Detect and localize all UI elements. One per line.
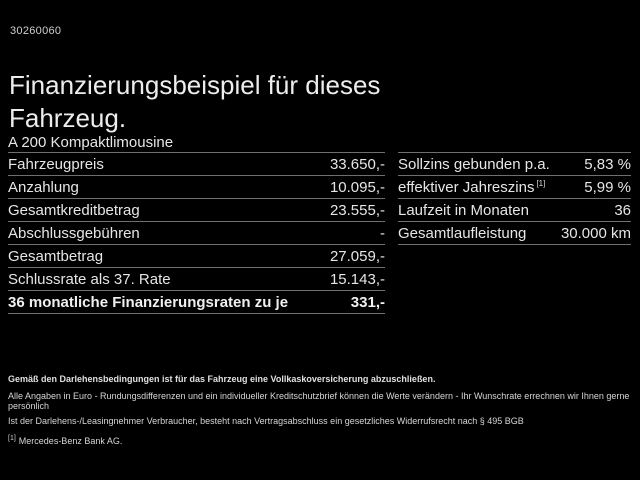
- row-value: 33.650,-: [329, 155, 385, 173]
- row-value: 23.555,-: [329, 201, 385, 219]
- table-row: Sollzins gebunden p.a. 5,83 %: [398, 153, 631, 176]
- footnote-marker: [1]: [536, 178, 546, 188]
- monthly-rate-total-row: 36 monatliche Finanzierungsraten zu je 3…: [8, 291, 385, 314]
- row-label: Gesamtkreditbetrag: [8, 201, 140, 219]
- row-value: 5,83 %: [584, 155, 631, 173]
- total-row-value: 331,-: [350, 293, 385, 311]
- footer-disclaimer: Alle Angaben in Euro - Rundungsdifferenz…: [8, 391, 630, 411]
- page-title: Finanzierungsbeispiel für dieses Fahrzeu…: [9, 70, 381, 134]
- row-label: Sollzins gebunden p.a.: [398, 155, 550, 173]
- row-label: effektiver Jahreszins [1]: [398, 179, 545, 196]
- total-row-label: 36 monatliche Finanzierungsraten zu je: [8, 293, 289, 311]
- legal-footer: Gemäß den Darlehensbedingungen ist für d…: [8, 374, 634, 446]
- row-value: 36: [614, 201, 631, 219]
- row-label: Schlussrate als 37. Rate: [8, 270, 171, 288]
- vehicle-model: A 200 Kompaktlimousine: [8, 134, 174, 151]
- footnote-marker: [1]: [8, 435, 16, 442]
- table-row: Gesamtbetrag 27.059,-: [8, 245, 385, 268]
- row-label-text: effektiver Jahreszins: [398, 178, 535, 196]
- row-label: Anzahlung: [8, 178, 79, 196]
- row-label: Fahrzeugpreis: [8, 155, 104, 173]
- table-row: Abschlussgebühren -: [8, 222, 385, 245]
- footnote-text: Mercedes-Benz Bank AG.: [18, 436, 123, 446]
- footer-insurance-note: Gemäß den Darlehensbedingungen ist für d…: [8, 374, 436, 384]
- table-row: Anzahlung 10.095,-: [8, 176, 385, 199]
- footer-footnote: [1] Mercedes-Benz Bank AG.: [8, 435, 634, 446]
- table-row: Gesamtlaufleistung 30.000 km: [398, 222, 631, 245]
- row-value: 5,99 %: [584, 178, 631, 196]
- table-row: Gesamtkreditbetrag 23.555,-: [8, 199, 385, 222]
- table-row: effektiver Jahreszins [1] 5,99 %: [398, 176, 631, 199]
- table-row: Schlussrate als 37. Rate 15.143,-: [8, 268, 385, 291]
- row-value: 15.143,-: [329, 270, 385, 288]
- table-row: Fahrzeugpreis 33.650,-: [8, 153, 385, 176]
- row-value: 10.095,-: [329, 178, 385, 196]
- row-label: Abschlussgebühren: [8, 224, 140, 242]
- row-label: Laufzeit in Monaten: [398, 201, 529, 219]
- vehicle-model-row: A 200 Kompaktlimousine: [8, 133, 385, 153]
- footer-withdrawal-note: Ist der Darlehens-/Leasingnehmer Verbrau…: [8, 416, 524, 426]
- document-id: 30260060: [10, 25, 62, 37]
- row-value: 30.000 km: [560, 224, 631, 242]
- conditions-table: Sollzins gebunden p.a. 5,83 % effektiver…: [398, 152, 631, 245]
- row-label: Gesamtbetrag: [8, 247, 104, 265]
- finance-table: A 200 Kompaktlimousine Fahrzeugpreis 33.…: [8, 133, 385, 314]
- row-value: -: [380, 224, 385, 242]
- table-row: Laufzeit in Monaten 36: [398, 199, 631, 222]
- row-value: 27.059,-: [329, 247, 385, 265]
- row-label: Gesamtlaufleistung: [398, 224, 527, 242]
